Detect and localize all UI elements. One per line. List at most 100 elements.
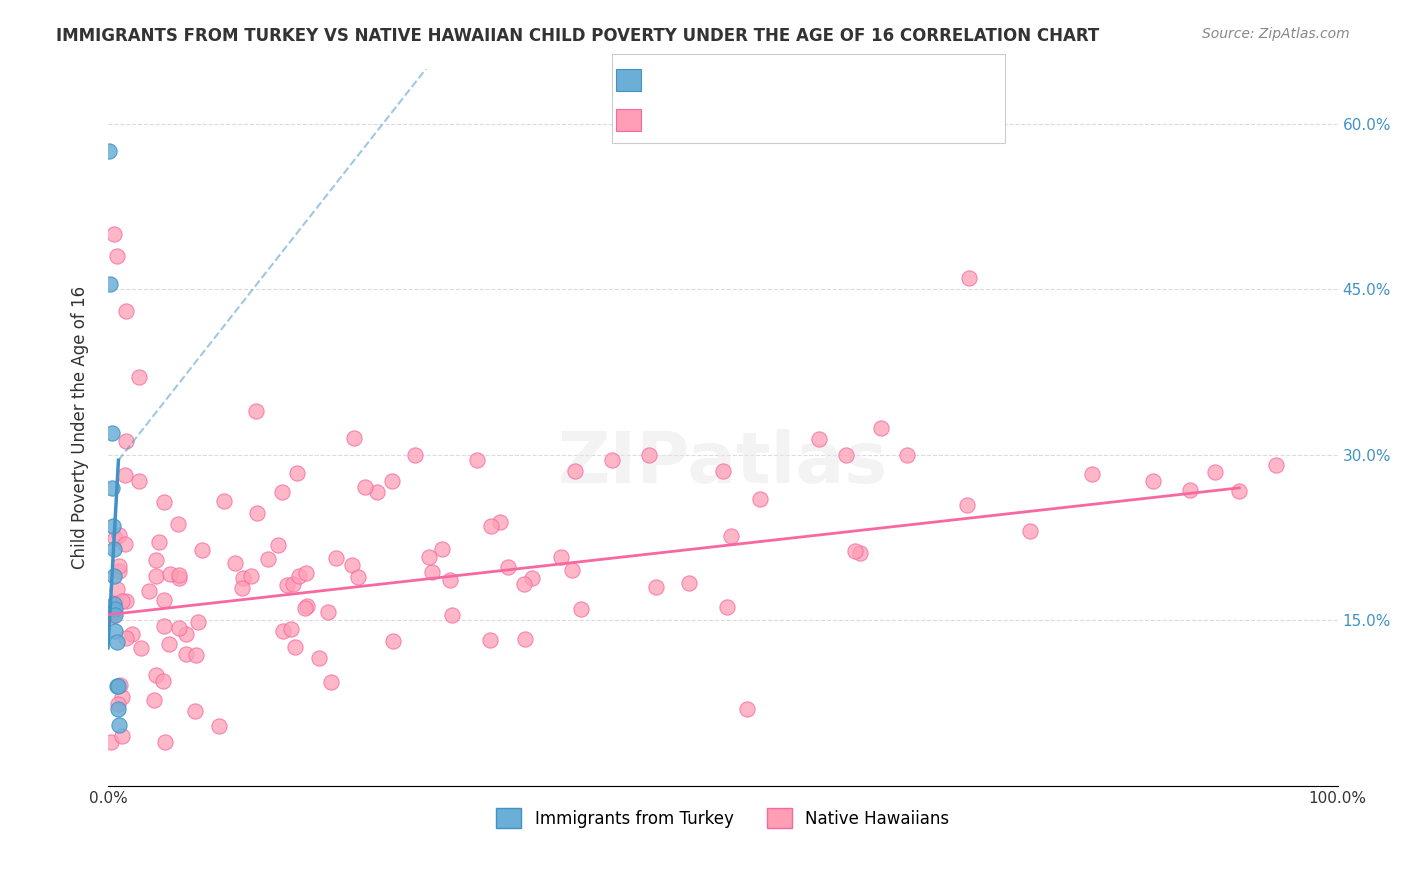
Point (143, 693, 166, 707)
Point (128, 475, 150, 489)
Point (108, 564, 131, 578)
Point (465, 453, 488, 467)
Point (353, 480, 375, 494)
Point (128, 370, 150, 384)
Point (366, 485, 388, 500)
Point (280, 622, 302, 636)
Point (121, 627, 143, 641)
Point (100, 481, 122, 495)
Point (100, 734, 122, 748)
Point (520, 571, 543, 585)
Point (107, 559, 129, 574)
Point (107, 680, 129, 694)
Point (104, 607, 127, 622)
Point (145, 569, 167, 583)
Legend: Immigrants from Turkey, Native Hawaiians: Immigrants from Turkey, Native Hawaiians (489, 801, 956, 835)
Point (1019, 524, 1042, 538)
Point (129, 641, 152, 656)
Point (240, 569, 263, 583)
Point (382, 634, 405, 648)
Point (115, 631, 138, 645)
Point (1080, 467, 1102, 481)
Point (844, 544, 866, 558)
Point (1142, 474, 1164, 488)
Point (153, 619, 176, 633)
Point (157, 637, 180, 651)
Point (956, 498, 979, 512)
Text: ZIPatlas: ZIPatlas (558, 428, 887, 498)
Point (167, 622, 190, 636)
Text: R = 0.256   N =  16: R = 0.256 N = 16 (633, 73, 794, 91)
Point (174, 648, 197, 662)
Point (153, 494, 176, 508)
Point (107, 697, 129, 711)
Point (103, 597, 125, 611)
Point (295, 599, 318, 613)
Point (98, 145, 121, 159)
Point (564, 464, 586, 478)
Point (257, 552, 280, 566)
Point (103, 605, 125, 619)
Point (246, 507, 269, 521)
Point (159, 567, 181, 582)
Point (111, 690, 134, 704)
Text: 16: 16 (815, 73, 838, 91)
Point (103, 541, 125, 556)
Point (270, 485, 292, 500)
Text: 107: 107 (815, 113, 851, 131)
Point (110, 678, 132, 692)
Point (186, 648, 208, 662)
Point (404, 448, 426, 462)
Point (115, 304, 138, 318)
Point (166, 517, 188, 532)
Point (111, 730, 134, 744)
Point (152, 674, 174, 689)
Point (1265, 458, 1288, 473)
Point (105, 635, 128, 649)
Point (167, 568, 190, 582)
Text: R = 0.247   N = 107: R = 0.247 N = 107 (633, 113, 800, 131)
Point (224, 556, 246, 570)
Point (284, 640, 307, 655)
Point (870, 421, 893, 435)
Point (308, 650, 330, 665)
Point (644, 580, 666, 594)
Point (103, 608, 125, 623)
Point (103, 569, 125, 583)
Point (104, 602, 127, 616)
Point (1178, 483, 1201, 498)
Point (340, 558, 363, 572)
Point (153, 593, 176, 607)
Point (111, 594, 134, 608)
Point (245, 403, 267, 417)
Point (638, 448, 661, 462)
Point (347, 570, 370, 584)
Point (148, 534, 170, 549)
Point (600, 453, 623, 467)
Point (100, 425, 122, 440)
Point (807, 433, 830, 447)
Point (513, 577, 536, 591)
Point (479, 519, 502, 533)
Point (849, 546, 872, 560)
Point (105, 582, 128, 596)
Point (716, 600, 738, 615)
Point (115, 434, 138, 448)
Point (266, 538, 288, 552)
Point (439, 573, 461, 587)
Point (212, 493, 235, 508)
Point (440, 608, 463, 623)
Point (208, 719, 231, 733)
Point (115, 593, 138, 607)
Point (1227, 484, 1250, 499)
Point (169, 571, 191, 585)
Point (489, 516, 512, 530)
Point (174, 627, 197, 641)
Point (108, 528, 131, 542)
Point (281, 576, 304, 591)
Point (748, 491, 770, 506)
Point (191, 543, 214, 558)
Point (184, 704, 207, 718)
Point (316, 606, 339, 620)
Point (103, 531, 125, 545)
